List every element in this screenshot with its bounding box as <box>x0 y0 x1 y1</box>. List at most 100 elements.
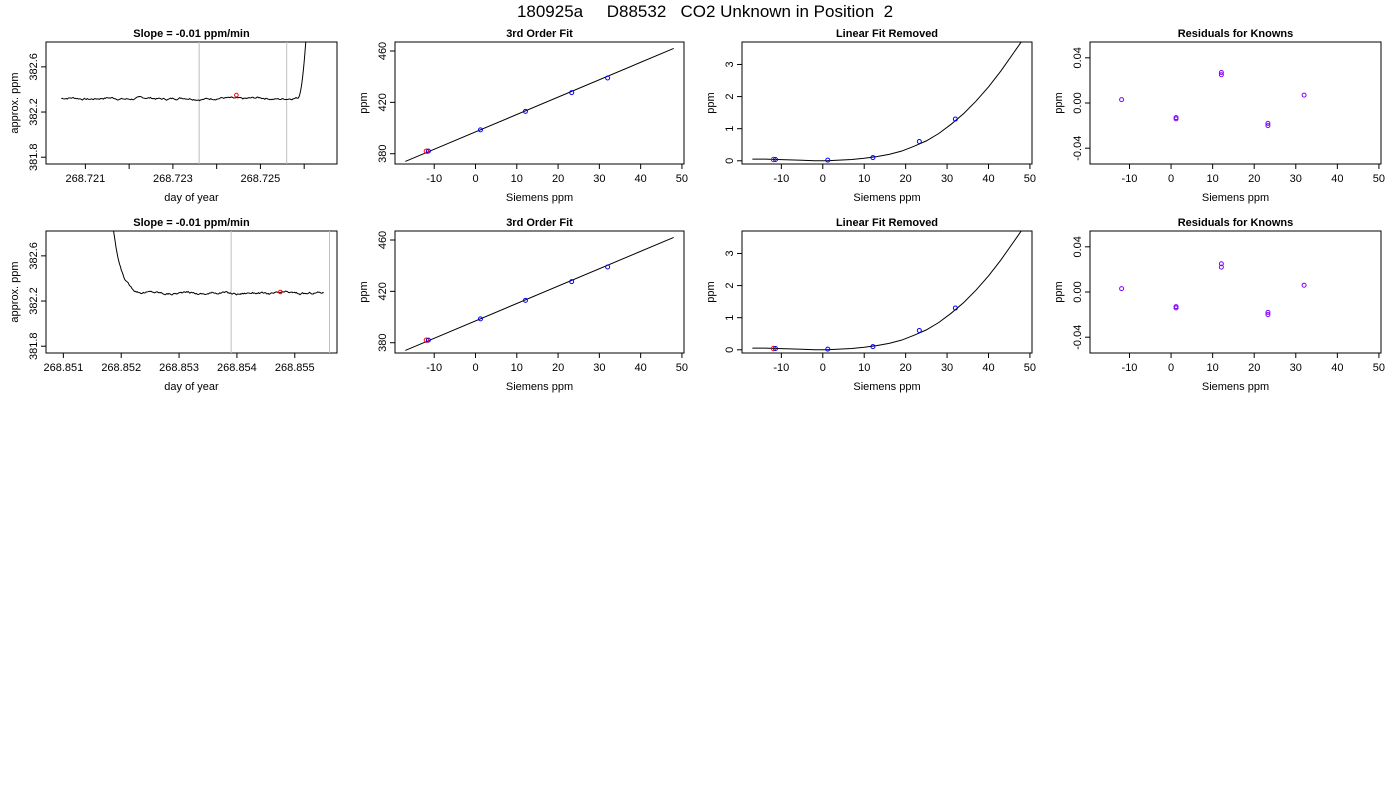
known-point <box>477 127 483 133</box>
x-tick-label: -10 <box>1122 362 1138 374</box>
x-tick-label: 20 <box>900 173 912 185</box>
y-axis-label: ppm <box>358 281 370 302</box>
x-tick-label: 268.852 <box>101 362 141 374</box>
x-tick-label: 268.855 <box>275 362 315 374</box>
chart-panel: Slope = -0.01 ppm/min 268.721 268.723 268.7… <box>9 28 338 204</box>
x-tick-label: 40 <box>635 362 647 374</box>
x-axis-label: day of year <box>164 381 219 393</box>
x-tick-label: 50 <box>676 362 688 374</box>
known-point <box>605 264 611 270</box>
y-tick-label: 380 <box>377 334 389 352</box>
y-tick-label: 0 <box>724 347 736 353</box>
x-tick-label: 40 <box>635 173 647 185</box>
fit-line <box>405 236 674 351</box>
known-point <box>825 346 831 352</box>
y-tick-label: 382.2 <box>28 287 40 315</box>
plot-area <box>405 47 674 162</box>
residual-point <box>1265 312 1271 318</box>
x-tick-label: -10 <box>773 173 789 185</box>
plot-frame <box>741 41 1033 165</box>
y-axis-label: approx. ppm <box>9 261 21 322</box>
y-tick-label: 460 <box>377 42 389 60</box>
plot-area <box>1119 70 1307 129</box>
y-tick-label: 1 <box>724 315 736 321</box>
x-tick-label: -10 <box>1122 173 1138 185</box>
known-point <box>569 90 575 96</box>
y-tick-label: 420 <box>377 282 389 300</box>
residual-point <box>1301 92 1307 98</box>
fit-line <box>405 47 674 162</box>
x-tick-label: 30 <box>593 173 605 185</box>
chart-title: Linear Fit Removed <box>836 217 938 229</box>
x-tick-label: 10 <box>858 362 870 374</box>
y-tick-label: 0.04 <box>1072 236 1084 257</box>
unknown-sample-point <box>278 289 283 295</box>
y-tick-label: 2 <box>724 283 736 289</box>
x-tick-label: 10 <box>1207 362 1219 374</box>
chart-title: Residuals for Knowns <box>1178 28 1294 40</box>
x-tick-label: -10 <box>773 362 789 374</box>
residual-point <box>1265 123 1271 129</box>
x-tick-label: 268.851 <box>43 362 83 374</box>
y-tick-label: 420 <box>377 93 389 111</box>
chart-panel: Residuals for Knowns -10 0 10 20 30 40 50 -0.04 0… <box>1053 217 1385 393</box>
x-tick-label: 10 <box>511 362 523 374</box>
x-tick-label: 268.853 <box>159 362 199 374</box>
x-axis-label: day of year <box>164 192 219 204</box>
y-tick-label: 381.8 <box>28 143 40 171</box>
chart-title: 3rd Order Fit <box>506 217 573 229</box>
chart-title: Slope = -0.01 ppm/min <box>133 28 250 40</box>
residual-point <box>1265 309 1271 315</box>
plot-frame <box>45 41 338 165</box>
x-tick-label: 50 <box>676 173 688 185</box>
residual-point <box>1173 305 1179 311</box>
plot-area <box>405 236 674 351</box>
x-tick-label: 40 <box>982 362 994 374</box>
y-tick-label: 0.04 <box>1072 47 1084 68</box>
chart-panel: Slope = -0.01 ppm/min 268.851 268.852 268.8… <box>9 217 338 393</box>
x-tick-label: 268.854 <box>217 362 257 374</box>
x-tick-label: 10 <box>511 173 523 185</box>
x-axis-label: Siemens ppm <box>1202 381 1269 393</box>
y-axis-label: ppm <box>705 281 717 302</box>
x-tick-label: 0 <box>472 173 478 185</box>
y-tick-label: -0.04 <box>1072 136 1084 161</box>
y-tick-label: 380 <box>377 145 389 163</box>
y-tick-label: 2 <box>724 94 736 100</box>
y-tick-label: 0 <box>724 158 736 164</box>
known-point <box>772 157 778 163</box>
unknown-point <box>423 337 430 343</box>
x-tick-label: 0 <box>472 362 478 374</box>
x-tick-label: -10 <box>426 173 442 185</box>
y-tick-label: -0.04 <box>1072 325 1084 350</box>
y-tick-label: 1 <box>724 126 736 132</box>
x-tick-label: 20 <box>900 362 912 374</box>
x-tick-label: 268.725 <box>241 173 281 185</box>
x-tick-label: 30 <box>593 362 605 374</box>
chart-panel: 3rd Order Fit -10 0 10 20 30 40 50 380 420 460 Siem… <box>358 28 688 204</box>
x-tick-label: 10 <box>858 173 870 185</box>
known-point <box>825 157 831 163</box>
known-point <box>425 148 431 154</box>
y-tick-label: 382.2 <box>28 98 40 126</box>
x-tick-label: 30 <box>1290 173 1302 185</box>
y-tick-label: 3 <box>724 250 736 256</box>
residual-point <box>1119 286 1125 292</box>
x-axis-label: Siemens ppm <box>853 381 920 393</box>
y-axis-label: ppm <box>705 92 717 113</box>
figure-title: 180925a D88532 CO2 Unknown in Position 2 <box>516 2 894 21</box>
known-point <box>870 344 876 350</box>
chart-panel: 3rd Order Fit -10 0 10 20 30 40 50 380 420 460 Siem… <box>358 217 688 393</box>
plot-frame <box>394 41 685 165</box>
known-point <box>916 328 922 334</box>
known-point <box>425 337 431 343</box>
known-point <box>477 316 483 322</box>
chart-title: Linear Fit Removed <box>836 28 938 40</box>
y-axis-label: approx. ppm <box>9 72 21 133</box>
y-tick-label: 382.6 <box>28 242 40 270</box>
x-tick-label: 20 <box>552 362 564 374</box>
plot-frame <box>1089 41 1382 165</box>
x-tick-label: 50 <box>1373 362 1385 374</box>
chart-title: 3rd Order Fit <box>506 28 573 40</box>
